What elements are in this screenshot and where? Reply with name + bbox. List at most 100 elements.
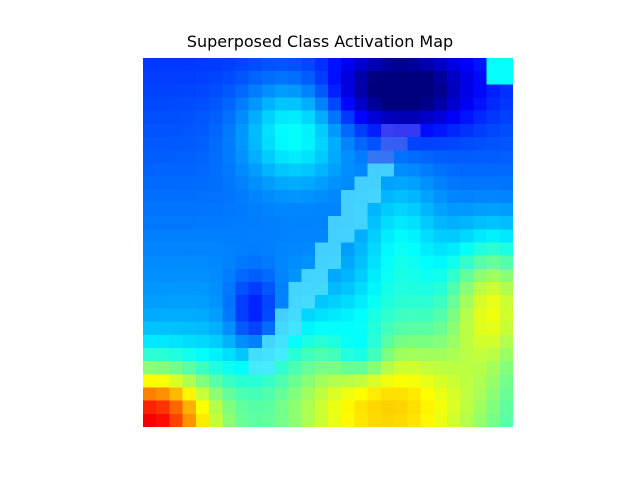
heatmap-cell	[314, 202, 329, 217]
heatmap-cell	[486, 97, 501, 111]
heatmap-cell	[486, 202, 501, 217]
heatmap-cell	[407, 110, 421, 125]
heatmap-cell	[143, 282, 157, 296]
heatmap-cell	[314, 123, 329, 138]
heatmap-cell	[473, 242, 487, 256]
heatmap-cell	[407, 58, 421, 72]
heatmap-cell	[156, 321, 170, 336]
heatmap-cell	[341, 321, 355, 336]
heatmap-cell	[354, 150, 368, 164]
heatmap-cell	[235, 84, 249, 98]
heatmap-cell	[209, 84, 223, 98]
heatmap-cell	[156, 163, 170, 177]
heatmap-cell	[301, 84, 316, 98]
heatmap-cell	[222, 387, 236, 401]
heatmap-cell	[275, 229, 289, 243]
heatmap-cell	[209, 150, 223, 164]
heatmap-cell	[314, 176, 329, 191]
heatmap-cell	[446, 321, 461, 336]
heatmap-cell	[222, 255, 236, 270]
heatmap-cell	[182, 202, 197, 217]
heatmap-cell	[473, 361, 487, 375]
heatmap-cell	[248, 137, 263, 151]
heatmap-cell	[156, 71, 170, 85]
heatmap-cell	[169, 255, 183, 270]
heatmap-cell	[328, 58, 342, 72]
heatmap-cell	[407, 97, 421, 111]
heatmap-cell	[275, 255, 289, 270]
heatmap-cell	[367, 321, 382, 336]
heatmap-cell	[341, 229, 355, 243]
heatmap-cell	[169, 321, 183, 336]
heatmap-cell	[486, 255, 501, 270]
heatmap-cell	[499, 387, 513, 401]
heatmap-cell	[433, 137, 448, 151]
heatmap-cell	[169, 97, 183, 111]
heatmap-cell	[499, 374, 513, 388]
heatmap-cell	[169, 123, 183, 138]
heatmap-cell	[341, 361, 355, 375]
heatmap-cell	[354, 137, 368, 151]
heatmap-cell	[301, 242, 316, 256]
heatmap-cell	[486, 242, 501, 256]
heatmap-cell	[407, 163, 421, 177]
heatmap-cell	[380, 189, 395, 204]
heatmap-cell	[420, 242, 434, 256]
heatmap-cell	[473, 374, 487, 388]
heatmap-cell	[195, 374, 210, 388]
heatmap-cell	[473, 110, 487, 125]
heatmap-cell	[486, 387, 501, 401]
activation-heatmap	[143, 58, 513, 427]
heatmap-cell	[248, 123, 263, 138]
heatmap-cell	[195, 308, 210, 322]
heatmap-cell	[380, 137, 395, 151]
heatmap-cell	[235, 202, 249, 217]
figure-title: Superposed Class Activation Map	[186, 32, 454, 51]
heatmap-cell	[380, 255, 395, 270]
heatmap-cell	[143, 189, 157, 204]
heatmap-cell	[288, 97, 302, 111]
heatmap-cell	[407, 216, 421, 230]
heatmap-cell	[367, 110, 382, 125]
heatmap-cell	[143, 242, 157, 256]
heatmap-cell	[288, 189, 302, 204]
heatmap-cell	[420, 347, 434, 362]
heatmap-cell	[486, 110, 501, 125]
heatmap-cell	[328, 347, 342, 362]
heatmap-cell	[182, 347, 197, 362]
heatmap-cell	[288, 58, 302, 72]
heatmap-cell	[235, 295, 249, 309]
heatmap-cell	[367, 189, 382, 204]
heatmap-cell	[473, 334, 487, 349]
heatmap-cell	[446, 413, 461, 427]
heatmap-cell	[499, 229, 513, 243]
heatmap-cell	[261, 163, 276, 177]
heatmap-cell	[314, 229, 329, 243]
heatmap-cell	[314, 97, 329, 111]
heatmap-cell	[473, 137, 487, 151]
heatmap-cell	[420, 374, 434, 388]
heatmap-cell	[354, 163, 368, 177]
heatmap-cell	[446, 242, 461, 256]
heatmap-cell	[473, 123, 487, 138]
heatmap-cell	[341, 202, 355, 217]
heatmap-cell	[314, 255, 329, 270]
heatmap-cell	[261, 268, 276, 283]
heatmap-cell	[169, 374, 183, 388]
heatmap-cell	[341, 400, 355, 415]
heatmap-cell	[314, 321, 329, 336]
heatmap-cell	[367, 176, 382, 191]
heatmap-cell	[314, 216, 329, 230]
heatmap-cell	[473, 255, 487, 270]
heatmap-cell	[354, 361, 368, 375]
heatmap-cell	[288, 84, 302, 98]
heatmap-cell	[433, 347, 448, 362]
heatmap-cell	[341, 189, 355, 204]
heatmap-cell	[195, 97, 210, 111]
heatmap-cell	[367, 361, 382, 375]
heatmap-cell	[275, 84, 289, 98]
heatmap-cell	[182, 229, 197, 243]
heatmap-cell	[354, 229, 368, 243]
heatmap-cell	[499, 413, 513, 427]
heatmap-cell	[143, 71, 157, 85]
